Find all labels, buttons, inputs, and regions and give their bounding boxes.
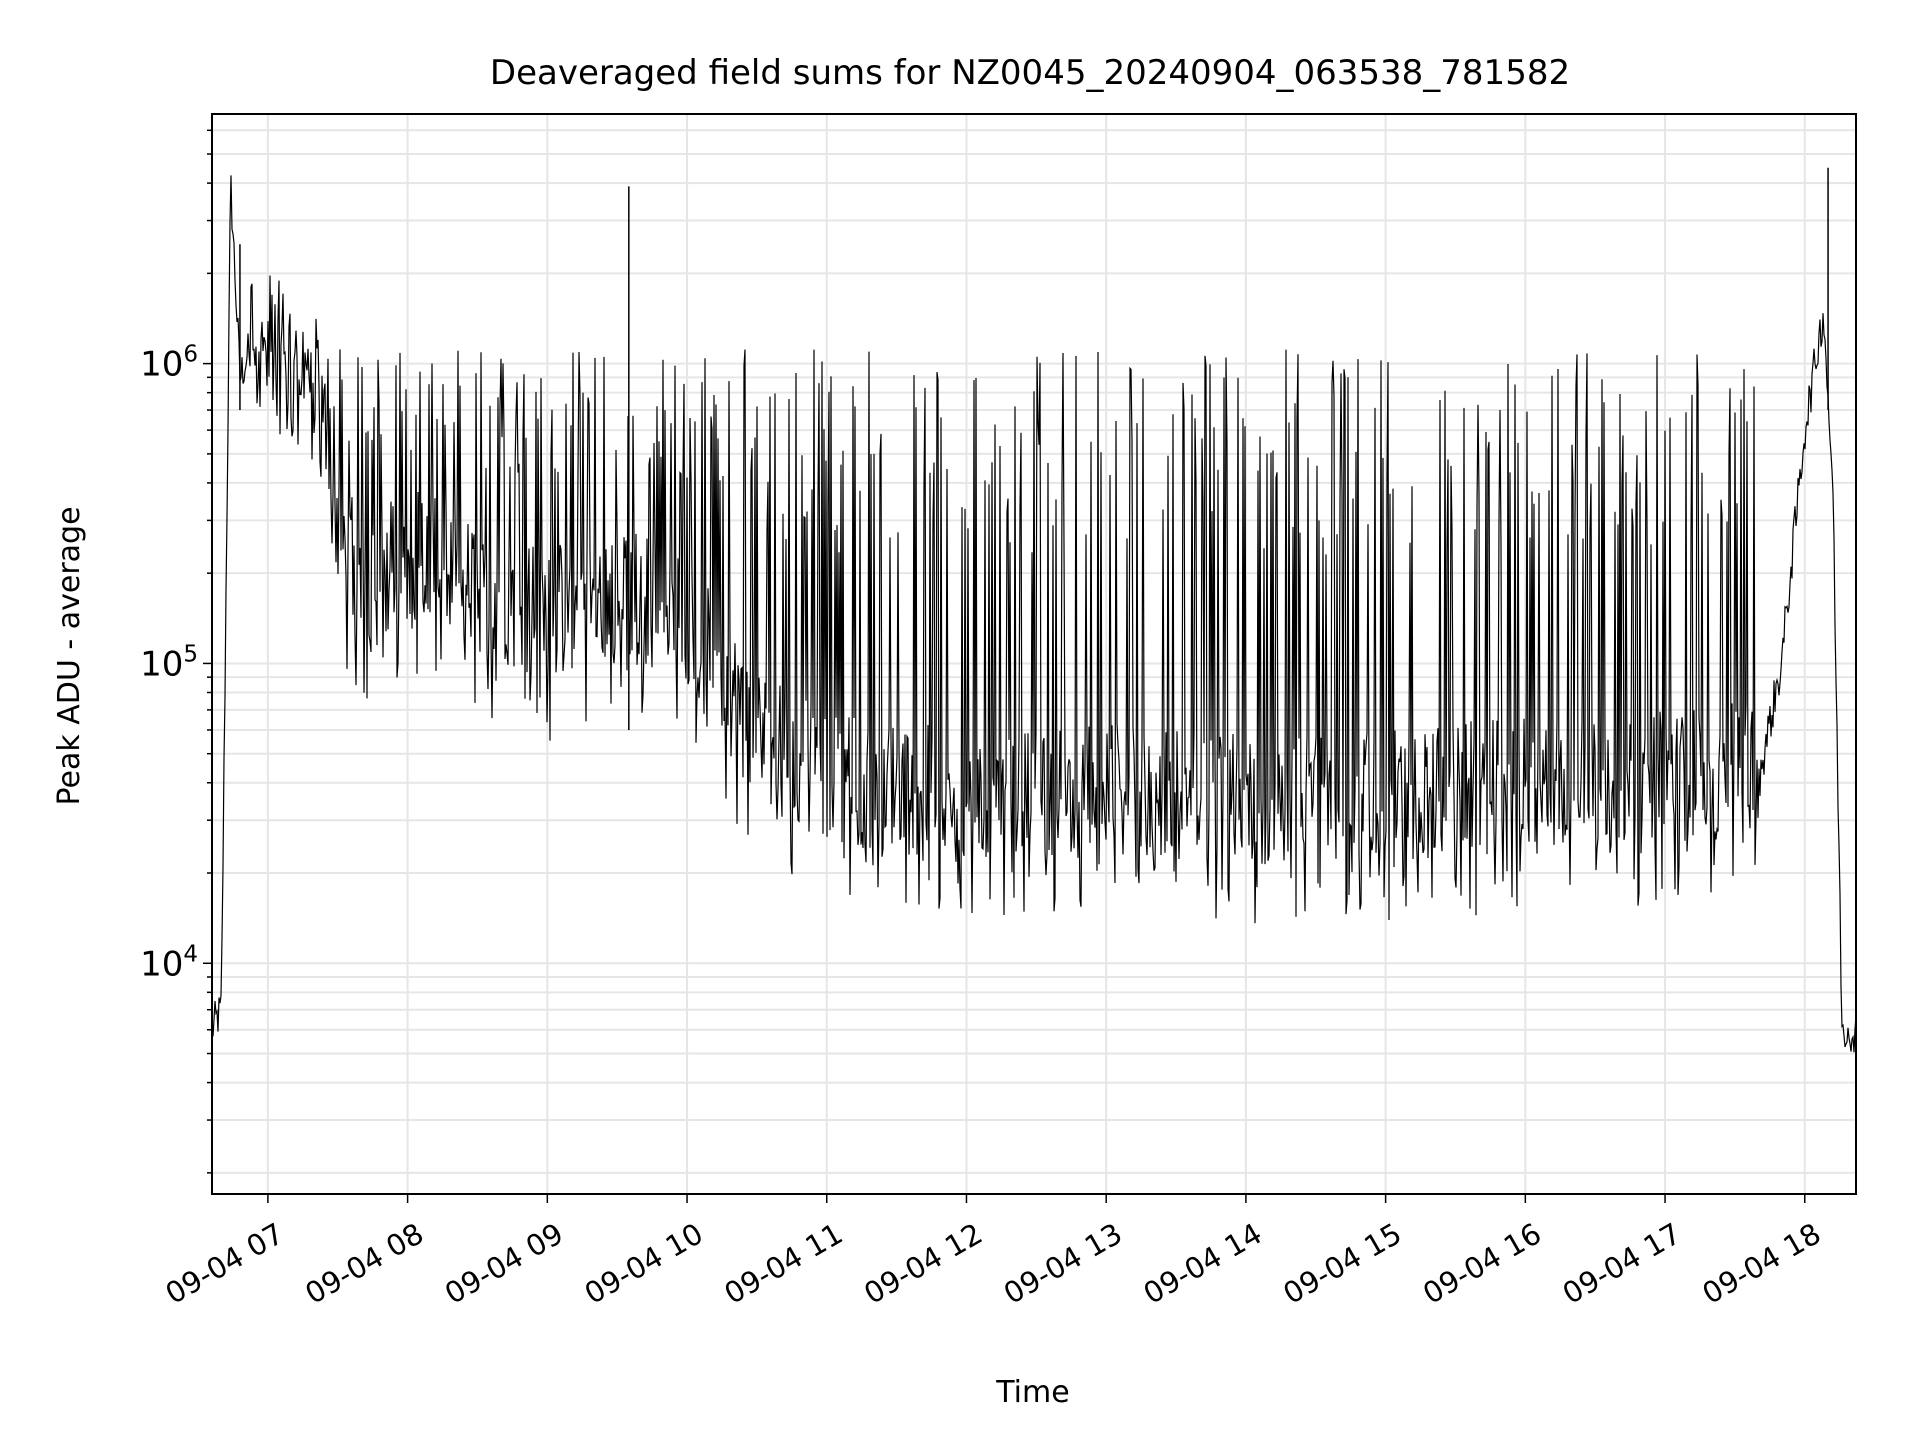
y-axis-label: Peak ADU - average: [52, 506, 87, 805]
y-tick-label: 104: [140, 941, 198, 984]
series-layer: [211, 167, 1857, 1053]
plot-frame: [211, 113, 1857, 1195]
series-line: [211, 175, 1857, 1053]
x-axis-label: Time: [995, 1375, 1069, 1410]
y-axis: 104 105 106: [140, 129, 212, 1174]
y-tick-label: 105: [140, 641, 198, 684]
chart-title: Deaveraged field sums for NZ0045_2024090…: [490, 53, 1570, 93]
y-tick-label: 106: [140, 342, 198, 385]
